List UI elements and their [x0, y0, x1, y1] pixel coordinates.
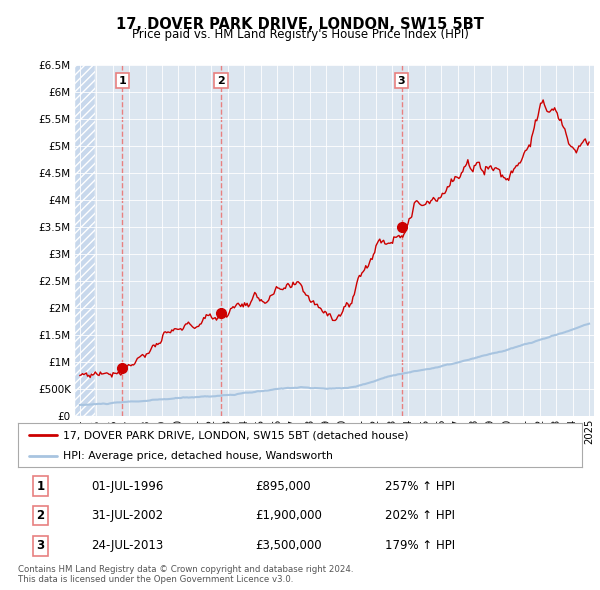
Text: 01-JUL-1996: 01-JUL-1996 [91, 480, 164, 493]
Text: Price paid vs. HM Land Registry's House Price Index (HPI): Price paid vs. HM Land Registry's House … [131, 28, 469, 41]
Text: 24-JUL-2013: 24-JUL-2013 [91, 539, 164, 552]
Text: 1: 1 [37, 480, 44, 493]
Text: 1: 1 [118, 76, 126, 86]
Text: £3,500,000: £3,500,000 [255, 539, 322, 552]
Text: Contains HM Land Registry data © Crown copyright and database right 2024.
This d: Contains HM Land Registry data © Crown c… [18, 565, 353, 584]
Text: £895,000: £895,000 [255, 480, 311, 493]
Text: 3: 3 [398, 76, 406, 86]
Text: 202% ↑ HPI: 202% ↑ HPI [385, 509, 455, 522]
Text: 2: 2 [37, 509, 44, 522]
Text: £1,900,000: £1,900,000 [255, 509, 322, 522]
Text: 3: 3 [37, 539, 44, 552]
Text: 179% ↑ HPI: 179% ↑ HPI [385, 539, 455, 552]
Text: HPI: Average price, detached house, Wandsworth: HPI: Average price, detached house, Wand… [63, 451, 333, 461]
Text: 31-JUL-2002: 31-JUL-2002 [91, 509, 163, 522]
Text: 17, DOVER PARK DRIVE, LONDON, SW15 5BT (detached house): 17, DOVER PARK DRIVE, LONDON, SW15 5BT (… [63, 431, 409, 440]
Text: 17, DOVER PARK DRIVE, LONDON, SW15 5BT: 17, DOVER PARK DRIVE, LONDON, SW15 5BT [116, 17, 484, 31]
Text: 257% ↑ HPI: 257% ↑ HPI [385, 480, 455, 493]
Text: 2: 2 [217, 76, 225, 86]
